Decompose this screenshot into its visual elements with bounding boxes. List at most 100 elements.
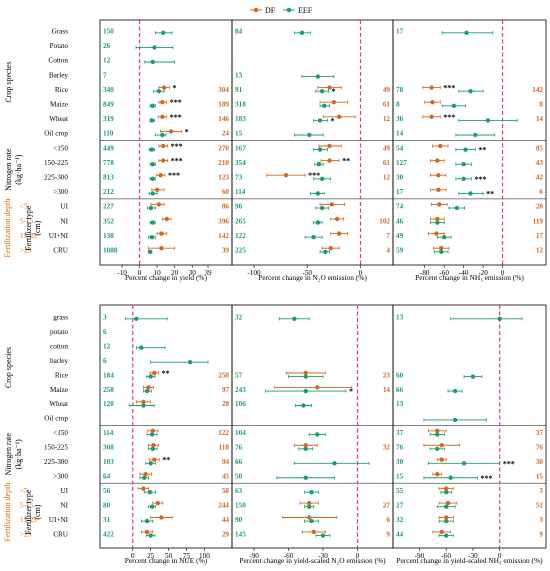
eef-point bbox=[315, 220, 321, 225]
eef-sample-size: 13 bbox=[235, 71, 243, 79]
eef-sample-size: 17 bbox=[396, 188, 404, 196]
eef-point bbox=[452, 388, 458, 394]
eef-point bbox=[187, 359, 193, 365]
group-label: Fertilizer type bbox=[24, 205, 33, 251]
eef-sample-size: 74 bbox=[396, 203, 404, 211]
eef-point bbox=[317, 118, 323, 123]
depth-label: 15-25 bbox=[20, 232, 37, 240]
x-axis-label: Percent change in yield-scaled NH₃ emiss… bbox=[396, 556, 543, 565]
df-sample-size: 6 bbox=[386, 516, 390, 524]
row-label: Rice bbox=[55, 86, 68, 94]
df-point bbox=[444, 515, 449, 520]
eef-point bbox=[144, 388, 150, 394]
eef-sample-size: 7 bbox=[103, 71, 107, 79]
eef-point bbox=[156, 89, 162, 94]
eef-point bbox=[161, 30, 166, 35]
df-point bbox=[437, 202, 442, 207]
eef-sample-size: 54 bbox=[396, 144, 404, 152]
df-point bbox=[146, 385, 151, 390]
row-label: <150 bbox=[53, 144, 68, 152]
eef-sample-size: 14 bbox=[396, 130, 404, 138]
group-label: (cm) bbox=[33, 220, 42, 235]
eef-point bbox=[319, 89, 325, 94]
eef-point bbox=[451, 103, 457, 109]
significance-marker: *** bbox=[170, 113, 182, 122]
df-sample-size: 39 bbox=[222, 247, 230, 255]
eef-sample-size: 319 bbox=[103, 115, 114, 123]
eef-sample-size: 354 bbox=[235, 159, 246, 167]
row-labels: Grass Potato Cotton Barley Rice Maize Wheat Oil… bbox=[3, 28, 69, 258]
significance-marker: *** bbox=[474, 175, 486, 184]
eef-sample-size: 150 bbox=[235, 501, 246, 509]
eef-point bbox=[444, 490, 449, 495]
eef-point bbox=[299, 30, 305, 35]
eef-point bbox=[309, 518, 314, 524]
df-sample-size: 122 bbox=[218, 429, 229, 437]
df-point bbox=[334, 216, 340, 222]
df-sample-size: 396 bbox=[218, 217, 229, 225]
legend-eef-label: EEF bbox=[298, 6, 313, 15]
eef-sample-size: 30 bbox=[396, 174, 404, 182]
eef-point bbox=[303, 374, 308, 379]
depth-label: 15-25 bbox=[20, 516, 37, 524]
eef-point bbox=[147, 490, 153, 495]
eef-sample-size: 103 bbox=[103, 458, 114, 466]
legend-eef-marker bbox=[286, 7, 292, 13]
df-sample-size: 8 bbox=[539, 101, 543, 109]
df-point bbox=[327, 85, 332, 90]
depth-label: 5-15 bbox=[20, 501, 34, 509]
df-sample-size: 28 bbox=[536, 203, 544, 211]
df-sample-size: 23 bbox=[383, 371, 391, 379]
df-sample-size: 86 bbox=[222, 203, 230, 211]
df-sample-size: 45 bbox=[222, 472, 230, 480]
df-point bbox=[159, 246, 164, 251]
x-tick-label: -40 bbox=[459, 269, 469, 277]
df-sample-size: 27 bbox=[383, 501, 391, 509]
eef-point bbox=[150, 446, 156, 452]
df-point bbox=[336, 231, 342, 236]
row-label: >300 bbox=[53, 188, 68, 196]
eef-point bbox=[150, 176, 155, 181]
df-point bbox=[160, 100, 165, 105]
df-point bbox=[435, 428, 440, 433]
eef-sample-size: 56 bbox=[103, 487, 111, 495]
df-sample-size: 51 bbox=[536, 501, 544, 509]
panel-frame bbox=[392, 19, 547, 266]
row-label: Maize bbox=[50, 101, 68, 109]
eef-sample-size: 76 bbox=[235, 444, 243, 452]
eef-sample-size: 183 bbox=[235, 115, 246, 123]
x-tick-label: -90 bbox=[249, 552, 259, 560]
depth-label: >25 bbox=[20, 247, 32, 255]
row-label: Barley bbox=[49, 71, 69, 79]
eef-point bbox=[435, 432, 440, 437]
group-label: Fertilizer type bbox=[24, 489, 33, 535]
eef-sample-size: 60 bbox=[396, 371, 404, 379]
eef-point bbox=[150, 191, 155, 196]
row-label: Wheat bbox=[49, 115, 68, 123]
group-label: (kg·ha⁻¹) bbox=[14, 154, 23, 185]
x-tick-label: 0 bbox=[138, 269, 142, 277]
eef-sample-size: 145 bbox=[235, 530, 246, 538]
df-point bbox=[160, 114, 165, 120]
eef-point bbox=[307, 132, 312, 138]
row-label: <150 bbox=[53, 429, 68, 437]
df-point bbox=[152, 370, 157, 376]
group-label: Nitrogen rate bbox=[4, 433, 13, 476]
eef-sample-size: 449 bbox=[103, 144, 114, 152]
row-label: 225-300 bbox=[44, 174, 68, 182]
eef-sample-size: 114 bbox=[103, 429, 114, 437]
eef-sample-size: 30 bbox=[396, 458, 404, 466]
df-point bbox=[429, 85, 434, 90]
x-tick-label: 0 bbox=[131, 552, 135, 560]
x-tick-label: -30 bbox=[318, 552, 328, 560]
depth-label: 5-15 bbox=[20, 217, 34, 225]
significance-marker: * bbox=[332, 87, 336, 96]
eef-point bbox=[160, 132, 165, 138]
group-label: Crop species bbox=[4, 62, 13, 103]
df-point bbox=[434, 231, 439, 236]
eef-sample-size: 6 bbox=[103, 357, 107, 365]
df-sample-size: 30 bbox=[536, 458, 544, 466]
